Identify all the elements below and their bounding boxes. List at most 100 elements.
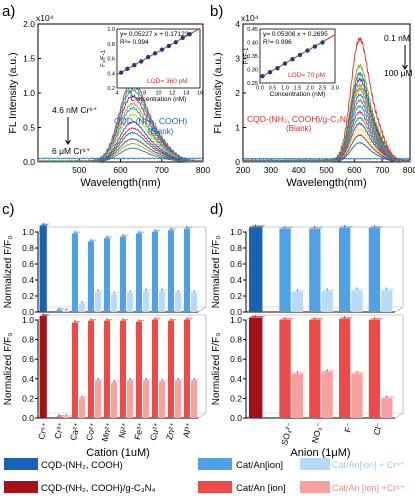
ion-cr-bar bbox=[351, 290, 363, 312]
ion-bar bbox=[103, 238, 110, 312]
blank-spectrum-line bbox=[37, 157, 203, 160]
category-label: Ni²⁺ bbox=[116, 421, 130, 439]
y-tick-label: 1 bbox=[235, 123, 240, 133]
y-axis-label-top: Normalized F/F₀ bbox=[3, 236, 14, 309]
inset-y-tick-label: 0.30 bbox=[247, 68, 258, 74]
legend-label-cat-an-cr: Cat/An[ion] + Cr⁶⁺ bbox=[332, 460, 405, 470]
panel-letter-c: c) bbox=[2, 201, 15, 218]
y-tick-label: 0.8 bbox=[22, 243, 34, 253]
ion-cr-bar-top bbox=[143, 378, 153, 381]
ion-bar bbox=[167, 230, 174, 312]
ion-cr-bar-top bbox=[159, 289, 169, 292]
y-tick-label: 0.4 bbox=[230, 275, 242, 285]
x-tick-label: 300 bbox=[264, 165, 278, 175]
reference-bar bbox=[248, 227, 263, 312]
ion-cr-bar bbox=[143, 380, 150, 418]
panel-letter-b: b) bbox=[210, 3, 223, 20]
y-tick-label: 1.0 bbox=[230, 227, 242, 237]
y-tick-label: 0.0 bbox=[22, 413, 34, 423]
ion-bar-top bbox=[71, 231, 81, 234]
y-tick-label: 0.0 bbox=[230, 413, 242, 423]
annotation-arrowhead bbox=[402, 64, 408, 70]
inset-x-tick-label: 14 bbox=[183, 91, 189, 97]
ion-bar-top bbox=[103, 236, 113, 239]
ion-cr-bar bbox=[351, 373, 363, 418]
y-tick-label: 0.8 bbox=[230, 243, 242, 253]
y-axis-label-bottom: Normalized F/F₀ bbox=[211, 333, 222, 406]
y-tick-label: 0 bbox=[235, 157, 240, 167]
y-tick-label: 0.6 bbox=[230, 259, 242, 269]
ion-cr-bar bbox=[79, 398, 86, 418]
ion-bar-top bbox=[368, 226, 384, 228]
y-tick-label: 2 bbox=[235, 88, 240, 98]
ion-bar bbox=[151, 320, 158, 418]
y-tick-label: 0.6 bbox=[22, 259, 34, 269]
ion-bar-top bbox=[151, 318, 161, 320]
annotation-curve-label: CQD-(NH₂, COOH) bbox=[114, 116, 187, 126]
annotation-blank-label: (Blank) bbox=[286, 124, 312, 133]
ion-bar bbox=[119, 236, 126, 312]
inset-lod: LOD= 360 pM bbox=[147, 78, 188, 85]
annotation-top: 0.1 nM bbox=[384, 33, 410, 43]
category-label: Co²⁺ bbox=[84, 421, 98, 442]
x-axis-label: Anion (1μM) bbox=[290, 447, 350, 459]
blank-spectrum-line bbox=[242, 158, 411, 160]
x-tick-label: 600 bbox=[113, 165, 127, 175]
x-tick-label: 800 bbox=[196, 165, 210, 175]
inset-data-point bbox=[118, 70, 124, 75]
inset-y-tick-label: 0.40 bbox=[247, 41, 258, 47]
inset-data-point bbox=[260, 74, 265, 79]
inset-data-point bbox=[159, 47, 165, 52]
ion-bar bbox=[71, 322, 78, 418]
x-tick-label: 600 bbox=[347, 165, 361, 175]
ion-cr-bar-top bbox=[291, 371, 307, 374]
inset-data-point bbox=[145, 54, 151, 60]
inset-y-tick-label: 1.0 bbox=[107, 27, 115, 33]
reference-bar-top bbox=[39, 314, 50, 317]
ion-cr-bar bbox=[143, 291, 150, 312]
ion-cr-bar bbox=[291, 292, 304, 312]
legend-swatch-cat-an bbox=[198, 458, 232, 470]
ion-cr-bar-top bbox=[159, 379, 169, 382]
y-tick-label: 0.4 bbox=[22, 275, 34, 285]
annotation-bottom: 100 μM bbox=[384, 68, 413, 78]
ion-cr-bar bbox=[321, 371, 333, 418]
inset-data-point bbox=[152, 51, 158, 56]
y-tick-label: 0.2 bbox=[22, 393, 34, 403]
y-tick-label: 0.0 bbox=[230, 307, 242, 317]
category-label: SO₄²⁻ bbox=[279, 421, 295, 446]
x-axis-label: Wavelength(nm) bbox=[80, 177, 160, 189]
x-tick-label: 200 bbox=[236, 165, 250, 175]
y-tick-label: 0.0 bbox=[22, 307, 34, 317]
legend-swatch-cat-an-red bbox=[198, 481, 232, 493]
reference-bar bbox=[248, 318, 263, 418]
ion-cr-bar-top bbox=[381, 288, 396, 291]
category-label: NO₃⁻ bbox=[310, 421, 325, 444]
ion-bar-top bbox=[87, 239, 97, 242]
ion-bar-top bbox=[368, 318, 384, 320]
ion-cr-bar-top bbox=[143, 289, 153, 292]
inset-data-point bbox=[282, 61, 288, 66]
inset-data-point bbox=[173, 40, 178, 45]
y-tick-label: 1.0 bbox=[230, 315, 242, 325]
reference-bar-top bbox=[248, 225, 266, 228]
inset-equation: y= 0.05227 x + 0.17123 bbox=[120, 31, 189, 38]
category-label: Zn²⁺ bbox=[164, 421, 178, 441]
y-tick-label: 0.4 bbox=[22, 374, 34, 384]
ion-bar-top bbox=[183, 318, 193, 320]
y-axis-label-top: Normalized F/F₀ bbox=[211, 236, 222, 309]
ion-cr-bar-top bbox=[321, 369, 336, 372]
inset-x-tick-label: 4 bbox=[115, 91, 118, 97]
inset-x-axis-label: Concentration (nM) bbox=[131, 96, 187, 103]
y-tick-label: 0.0 bbox=[23, 157, 35, 167]
reference-bar bbox=[39, 225, 47, 312]
inset-y-tick-label: 0.8 bbox=[107, 42, 115, 48]
category-label: Cu²⁺ bbox=[148, 421, 162, 442]
panel-d-anion-selectivity: 0.00.20.40.60.81.00.00.20.40.60.81.0Norm… bbox=[211, 224, 404, 459]
ion-cr-bar bbox=[191, 380, 198, 418]
y-tick-label: 0.8 bbox=[22, 335, 34, 345]
ion-cr-bar bbox=[95, 380, 102, 418]
ion-bar bbox=[279, 320, 291, 418]
inset-x-tick-label: 1.0 bbox=[281, 86, 289, 92]
ion-cr-bar bbox=[191, 292, 198, 312]
